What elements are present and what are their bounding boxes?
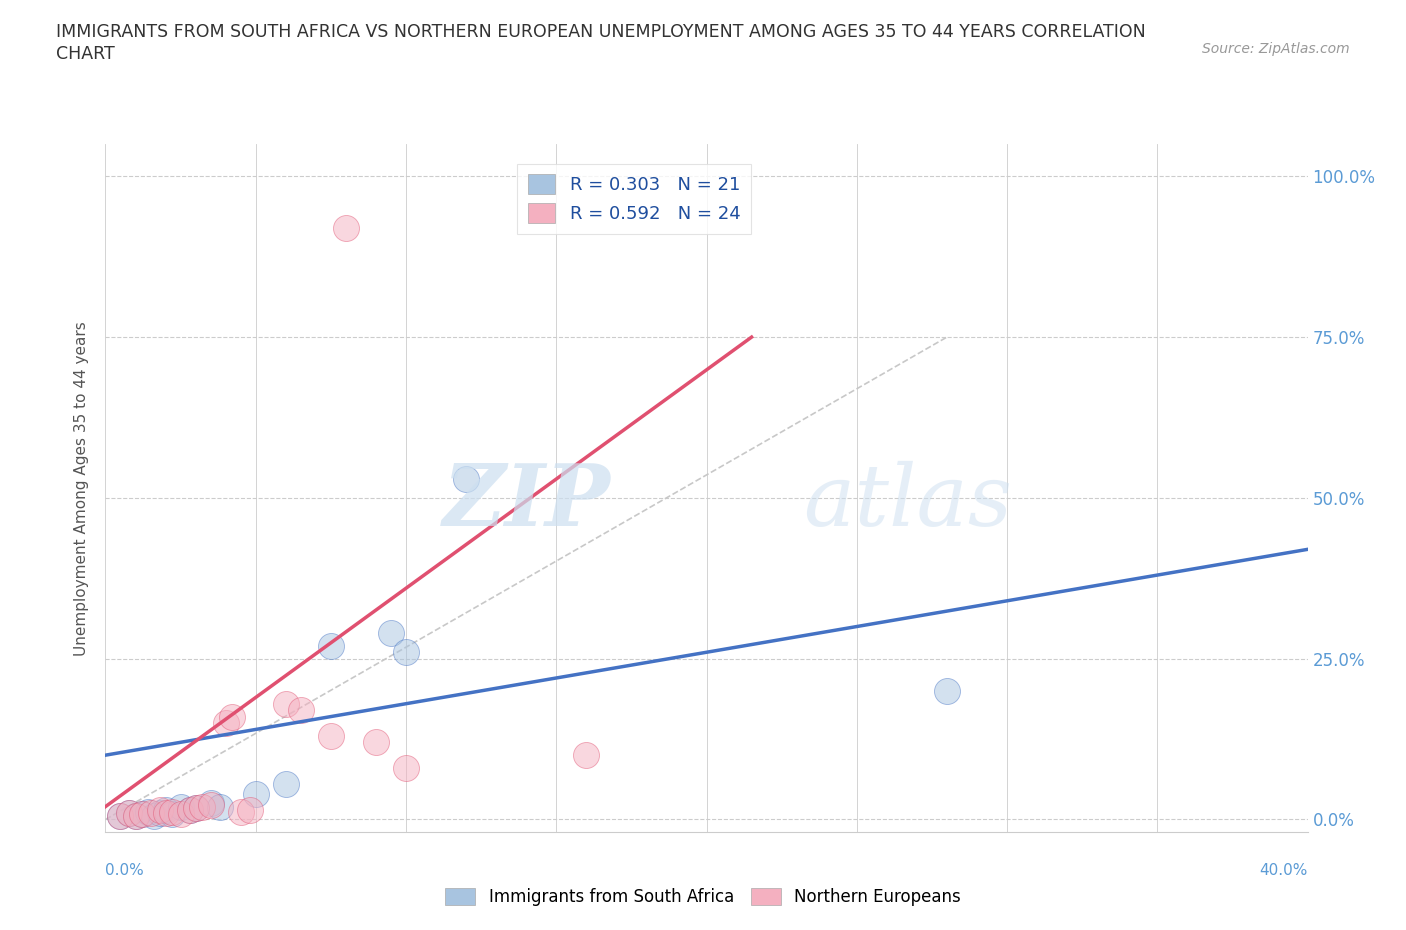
Point xyxy=(395,644,418,659)
Point xyxy=(118,805,141,820)
Point xyxy=(274,777,297,791)
Point xyxy=(454,472,477,486)
Point xyxy=(208,799,231,814)
Text: atlas: atlas xyxy=(803,460,1012,543)
Point xyxy=(131,807,153,822)
Text: IMMIGRANTS FROM SOUTH AFRICA VS NORTHERN EUROPEAN UNEMPLOYMENT AMONG AGES 35 TO : IMMIGRANTS FROM SOUTH AFRICA VS NORTHERN… xyxy=(56,23,1146,41)
Y-axis label: Unemployment Among Ages 35 to 44 years: Unemployment Among Ages 35 to 44 years xyxy=(75,321,90,656)
Point xyxy=(142,809,165,824)
Point xyxy=(110,809,132,824)
Point xyxy=(169,799,191,814)
Point xyxy=(221,710,243,724)
Point xyxy=(290,703,312,718)
Point xyxy=(229,804,252,819)
Point xyxy=(155,805,177,820)
Point xyxy=(131,807,153,822)
Point xyxy=(239,803,262,817)
Point xyxy=(190,799,212,814)
Point xyxy=(148,805,170,820)
Point xyxy=(169,807,191,822)
Point xyxy=(160,804,183,819)
Point xyxy=(179,803,201,817)
Point xyxy=(148,803,170,817)
Point xyxy=(136,804,159,819)
Text: ZIP: ZIP xyxy=(443,460,610,544)
Point xyxy=(380,626,402,641)
Point xyxy=(936,684,959,698)
Point xyxy=(245,787,267,802)
Text: 40.0%: 40.0% xyxy=(1260,863,1308,878)
Point xyxy=(395,761,418,776)
Point xyxy=(319,728,342,743)
Text: Source: ZipAtlas.com: Source: ZipAtlas.com xyxy=(1202,42,1350,56)
Point xyxy=(575,748,598,763)
Point xyxy=(335,220,357,235)
Point xyxy=(155,803,177,817)
Point xyxy=(274,697,297,711)
Point xyxy=(319,638,342,653)
Point xyxy=(200,796,222,811)
Point xyxy=(214,715,236,730)
Point xyxy=(184,801,207,816)
Point xyxy=(124,809,146,824)
Text: 0.0%: 0.0% xyxy=(105,863,145,878)
Point xyxy=(124,809,146,824)
Legend: Immigrants from South Africa, Northern Europeans: Immigrants from South Africa, Northern E… xyxy=(439,881,967,912)
Text: CHART: CHART xyxy=(56,45,115,62)
Legend: R = 0.303   N = 21, R = 0.592   N = 24: R = 0.303 N = 21, R = 0.592 N = 24 xyxy=(517,164,751,234)
Point xyxy=(179,803,201,817)
Point xyxy=(184,801,207,816)
Point xyxy=(200,798,222,813)
Point xyxy=(118,805,141,820)
Point xyxy=(364,735,387,750)
Point xyxy=(110,809,132,824)
Point xyxy=(160,807,183,822)
Point xyxy=(139,805,162,820)
